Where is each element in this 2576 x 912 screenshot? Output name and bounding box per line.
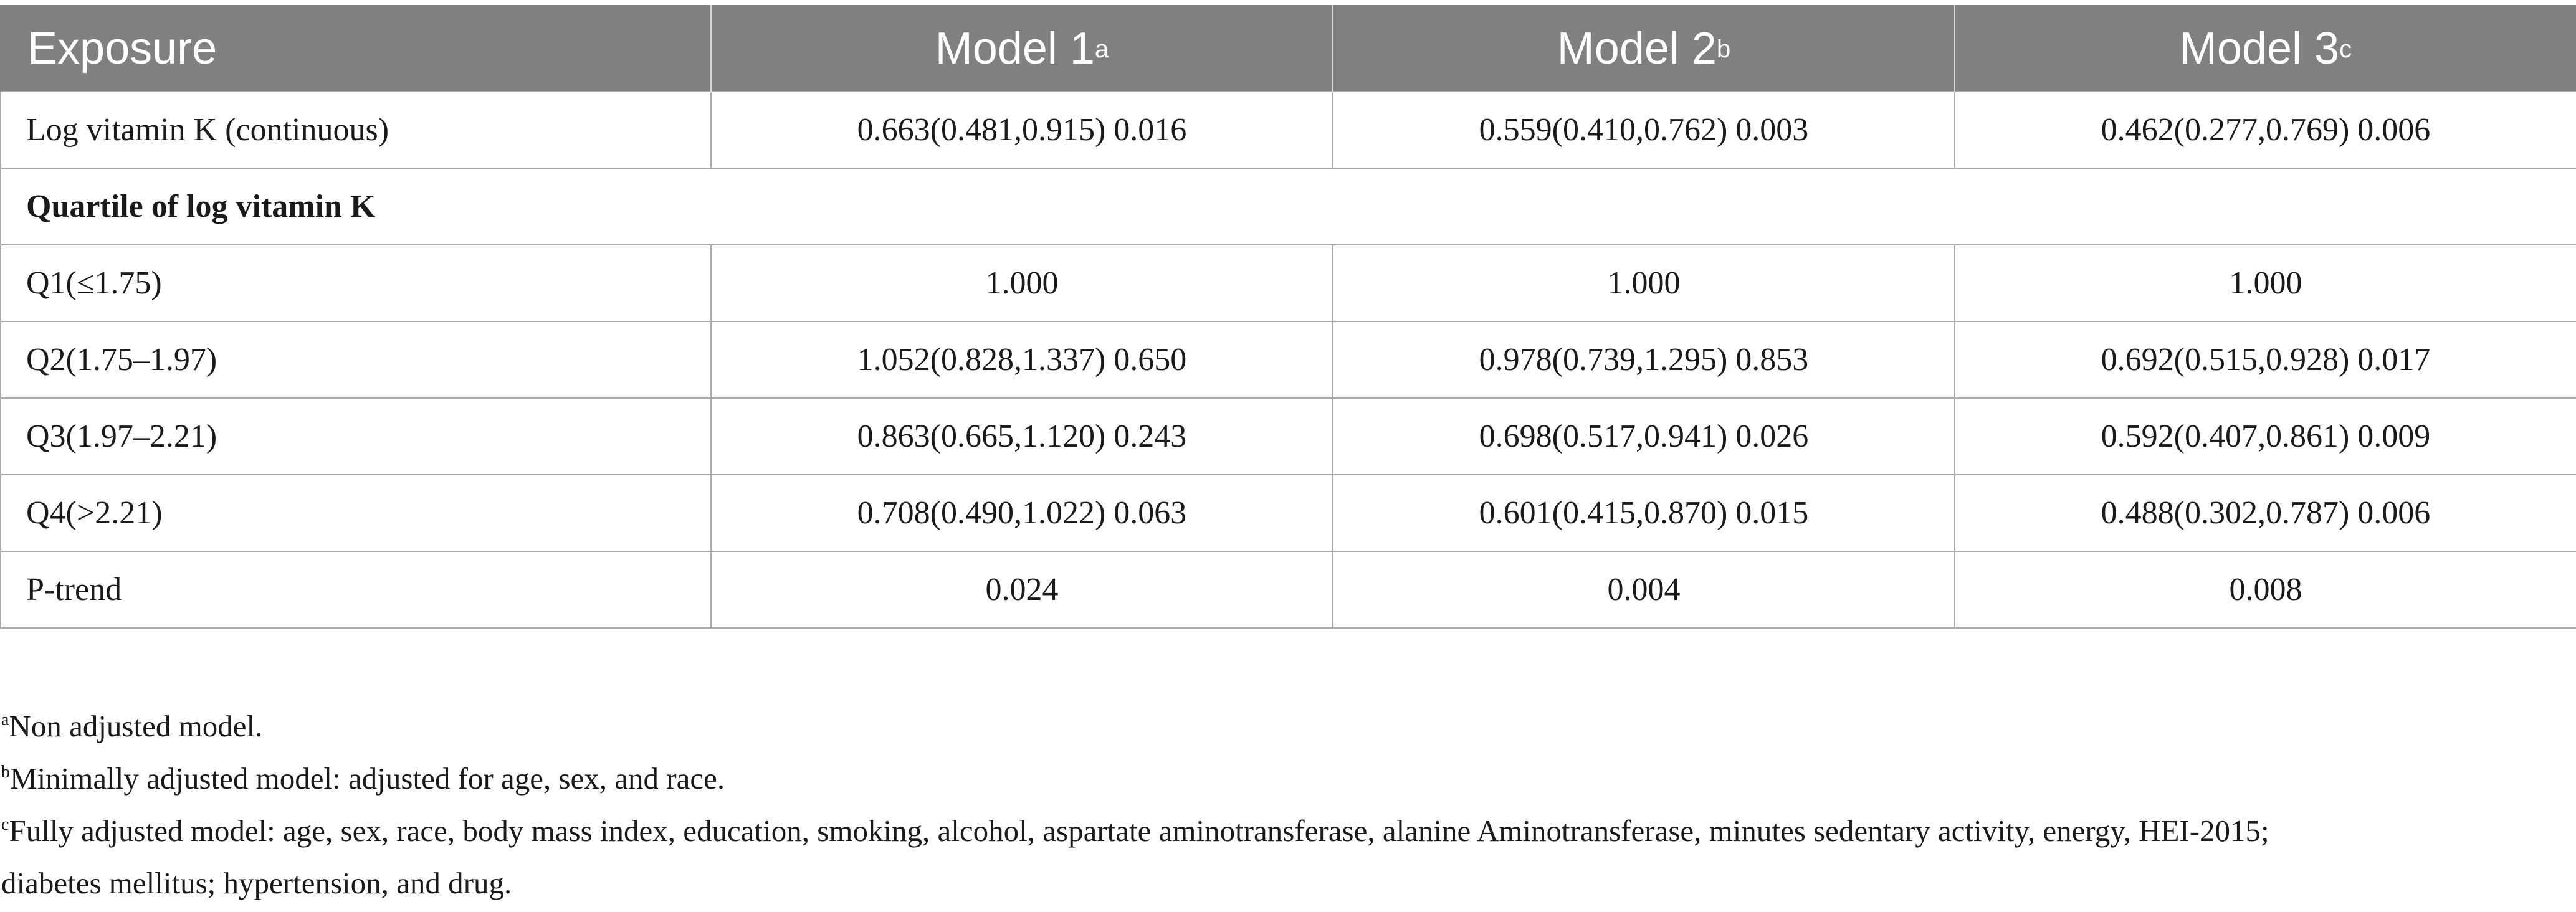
exposure-cell: Q2(1.75–1.97) (0, 321, 712, 399)
footnote-b: bMinimally adjusted model: adjusted for … (1, 761, 725, 796)
table-row: P-trend 0.024 0.004 0.008 (0, 551, 2576, 629)
model-3-cell: 0.592(0.407,0.861) 0.009 (1954, 397, 2576, 475)
model-1-cell: 1.052(0.828,1.337) 0.650 (710, 321, 1333, 399)
model-2-cell: 0.978(0.739,1.295) 0.853 (1332, 321, 1955, 399)
footnote-c-continued: diabetes mellitus; hypertension, and dru… (1, 866, 512, 900)
model-1-cell: 1.000 (710, 244, 1333, 322)
exposure-cell: Q1(≤1.75) (0, 244, 712, 322)
model-1-cell: 0.863(0.665,1.120) 0.243 (710, 397, 1333, 475)
results-table: Exposure Model 1a Model 2b Model 3c Log … (0, 5, 2576, 629)
model-2-cell: 0.698(0.517,0.941) 0.026 (1332, 397, 1955, 475)
table-row: Q4(>2.21) 0.708(0.490,1.022) 0.063 0.601… (0, 474, 2576, 552)
section-heading: Quartile of log vitamin K (0, 168, 2576, 245)
exposure-cell: Q3(1.97–2.21) (0, 397, 712, 475)
model-1-cell: 0.024 (710, 551, 1333, 629)
footnotes: aNon adjusted model. bMinimally adjusted… (0, 703, 2576, 912)
table-row: Log vitamin K (continuous) 0.663(0.481,0… (0, 91, 2576, 169)
exposure-cell: Q4(>2.21) (0, 474, 712, 552)
header-model-1: Model 1a (710, 5, 1333, 92)
model-2-cell: 0.601(0.415,0.870) 0.015 (1332, 474, 1955, 552)
header-exposure: Exposure (0, 5, 712, 92)
model-1-cell: 0.663(0.481,0.915) 0.016 (710, 91, 1333, 169)
header-model-2: Model 2b (1332, 5, 1955, 92)
model-3-cell: 0.008 (1954, 551, 2576, 629)
model-1-cell: 0.708(0.490,1.022) 0.063 (710, 474, 1333, 552)
table-section-row: Quartile of log vitamin K (0, 168, 2576, 245)
model-2-cell: 1.000 (1332, 244, 1955, 322)
table-row: Q3(1.97–2.21) 0.863(0.665,1.120) 0.243 0… (0, 397, 2576, 475)
model-3-cell: 0.462(0.277,0.769) 0.006 (1954, 91, 2576, 169)
model-3-cell: 0.692(0.515,0.928) 0.017 (1954, 321, 2576, 399)
model-3-cell: 0.488(0.302,0.787) 0.006 (1954, 474, 2576, 552)
footnote-c: cFully adjusted model: age, sex, race, b… (1, 814, 2269, 848)
footnote-a: aNon adjusted model. (1, 709, 263, 743)
model-2-cell: 0.559(0.410,0.762) 0.003 (1332, 91, 1955, 169)
exposure-cell: Log vitamin K (continuous) (0, 91, 712, 169)
exposure-cell: P-trend (0, 551, 712, 629)
model-3-cell: 1.000 (1954, 244, 2576, 322)
model-2-cell: 0.004 (1332, 551, 1955, 629)
table-row: Q2(1.75–1.97) 1.052(0.828,1.337) 0.650 0… (0, 321, 2576, 399)
table-row: Q1(≤1.75) 1.000 1.000 1.000 (0, 244, 2576, 322)
results-table-container: Exposure Model 1a Model 2b Model 3c Log … (0, 5, 2576, 629)
table-header-row: Exposure Model 1a Model 2b Model 3c (0, 5, 2576, 92)
header-model-3: Model 3c (1954, 5, 2576, 92)
